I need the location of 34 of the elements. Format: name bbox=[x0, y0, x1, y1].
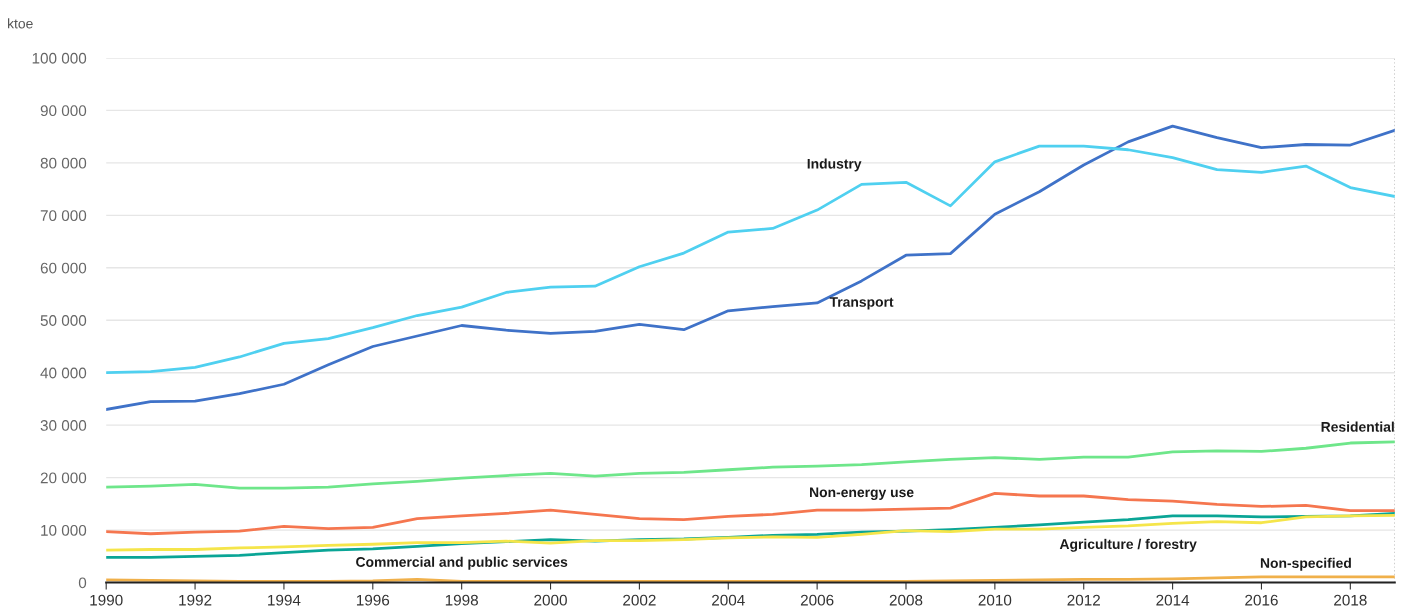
x-tick-label: 2006 bbox=[800, 594, 834, 606]
x-tick-label: 1992 bbox=[179, 594, 212, 606]
series-label: Non-specified bbox=[1260, 557, 1351, 571]
y-tick-label: 50 000 bbox=[40, 315, 87, 326]
x-tick-label: 2012 bbox=[1067, 594, 1100, 606]
x-tick-label: 2002 bbox=[623, 594, 656, 606]
series-label: Agriculture / forestry bbox=[1059, 538, 1197, 552]
y-tick-label: 100 000 bbox=[32, 52, 87, 64]
x-tick-label: 2008 bbox=[889, 594, 923, 606]
y-tick-label: 0 bbox=[78, 577, 87, 589]
y-tick-label: 80 000 bbox=[40, 157, 87, 169]
series-label: Industry bbox=[807, 158, 862, 172]
series-label: Transport bbox=[829, 297, 894, 310]
x-tick-label: 1996 bbox=[356, 594, 390, 606]
y-tick-label: 30 000 bbox=[40, 420, 87, 431]
x-tick-label: 1994 bbox=[268, 594, 301, 606]
y-tick-label: 90 000 bbox=[40, 105, 87, 117]
x-tick-label: 2010 bbox=[978, 594, 1012, 606]
x-tick-label: 2004 bbox=[712, 594, 745, 606]
x-tick-label: 2016 bbox=[1245, 594, 1278, 606]
x-tick-label: 2018 bbox=[1334, 594, 1367, 606]
y-tick-label: 40 000 bbox=[40, 367, 87, 379]
series-label: Commercial and public services bbox=[356, 556, 568, 570]
x-tick-label: 1990 bbox=[90, 594, 123, 606]
x-tick-label: 2000 bbox=[534, 594, 567, 606]
y-tick-label: 60 000 bbox=[40, 262, 87, 274]
y-tick-label: 20 000 bbox=[40, 472, 87, 484]
x-tick-label: 2014 bbox=[1156, 594, 1190, 606]
y-tick-label: 10 000 bbox=[41, 524, 87, 536]
series-label: Non-energy use bbox=[810, 487, 914, 500]
y-axis-title: ktoe bbox=[8, 18, 33, 29]
y-tick-label: 70 000 bbox=[40, 210, 87, 222]
series-label: Residential bbox=[1321, 421, 1394, 432]
x-tick-label: 1998 bbox=[445, 594, 478, 606]
